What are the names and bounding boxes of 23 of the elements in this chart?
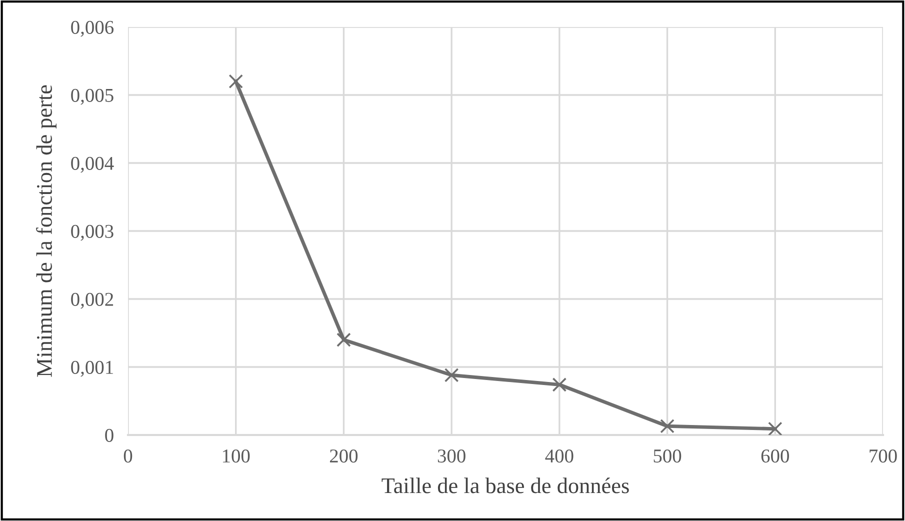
y-tick-label: 0 [105, 428, 114, 442]
y-tick-label: 0,005 [71, 88, 114, 105]
point [336, 332, 351, 347]
x-tick-label: 700 [870, 449, 897, 463]
point [552, 378, 567, 392]
x-tick-label: 400 [545, 449, 574, 463]
y-axis-title: Minimum de la fonction de perte [36, 85, 56, 377]
y-tick-label: 0,001 [71, 360, 113, 377]
x-tick-label: 300 [438, 449, 466, 463]
y-tick-label: 0,002 [71, 292, 114, 309]
x-tick-label: 100 [222, 449, 250, 463]
x-tick-label: 600 [761, 449, 789, 463]
point [660, 419, 674, 434]
point [768, 422, 782, 435]
y-tick-label: 0,006 [71, 20, 114, 37]
point [444, 368, 459, 382]
x-tick-label: 200 [330, 449, 358, 463]
point [228, 74, 244, 89]
y-tick-label: 0,004 [71, 156, 114, 173]
x-axis-title: Taille de la base de données [382, 478, 629, 494]
x-tick-label: 0 [124, 449, 132, 463]
x-tick-label: 500 [654, 449, 682, 463]
y-tick-label: 0,003 [71, 224, 114, 241]
